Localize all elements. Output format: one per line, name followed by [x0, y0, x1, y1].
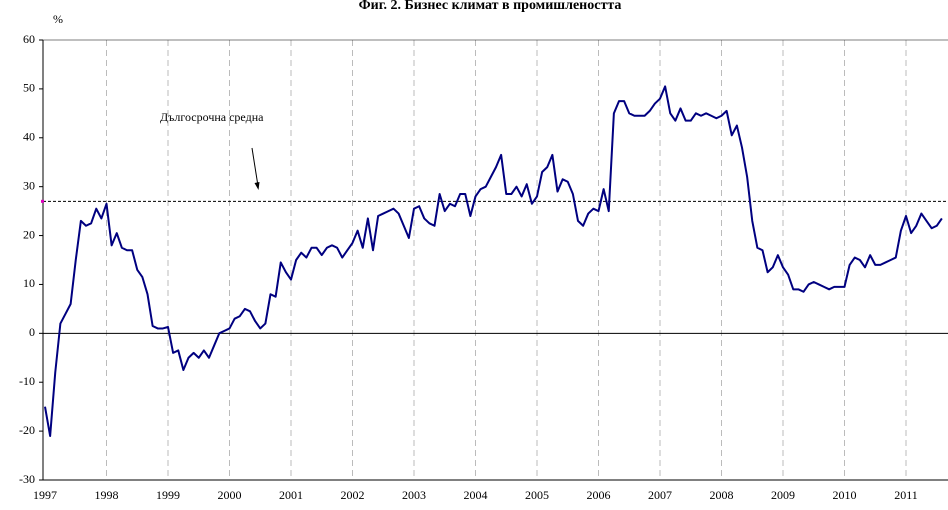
- arrow-head: [254, 182, 260, 190]
- y-tick-label: -20: [19, 423, 35, 437]
- y-tick-label: 40: [23, 130, 35, 144]
- x-tick-label: 1999: [156, 488, 180, 502]
- y-tick-label: 60: [23, 32, 35, 46]
- y-tick-label: -30: [19, 472, 35, 486]
- y-tick-label: 10: [23, 276, 35, 290]
- x-tick-label: 2011: [894, 488, 918, 502]
- arrow-shaft: [251, 147, 259, 187]
- x-tick-label: 2001: [279, 488, 303, 502]
- x-tick-label: 2005: [525, 488, 549, 502]
- reference-marker: [41, 199, 44, 203]
- x-tick-label: 2000: [218, 488, 242, 502]
- y-tick-label: 50: [23, 81, 35, 95]
- reference-label: Дългосрочна средна: [160, 110, 264, 124]
- x-tick-label: 2002: [341, 488, 365, 502]
- y-tick-label: 20: [23, 227, 35, 241]
- y-axis-label: %: [53, 12, 63, 26]
- y-tick-label: -10: [19, 374, 35, 388]
- x-tick-label: 2003: [402, 488, 426, 502]
- x-tick-label: 1998: [95, 488, 119, 502]
- y-tick-label: 0: [29, 325, 35, 339]
- x-tick-label: 2004: [464, 488, 488, 502]
- y-tick-label: 30: [23, 178, 35, 192]
- x-tick-label: 2008: [710, 488, 734, 502]
- x-tick-label: 2010: [833, 488, 857, 502]
- chart-title: Фиг. 2. Бизнес климат в промишлеността: [359, 0, 622, 13]
- x-tick-label: 2007: [648, 488, 672, 502]
- series-line: [44, 85, 943, 437]
- x-tick-label: 2006: [587, 488, 611, 502]
- x-tick-label: 1997: [33, 488, 57, 502]
- x-tick-label: 2009: [771, 488, 795, 502]
